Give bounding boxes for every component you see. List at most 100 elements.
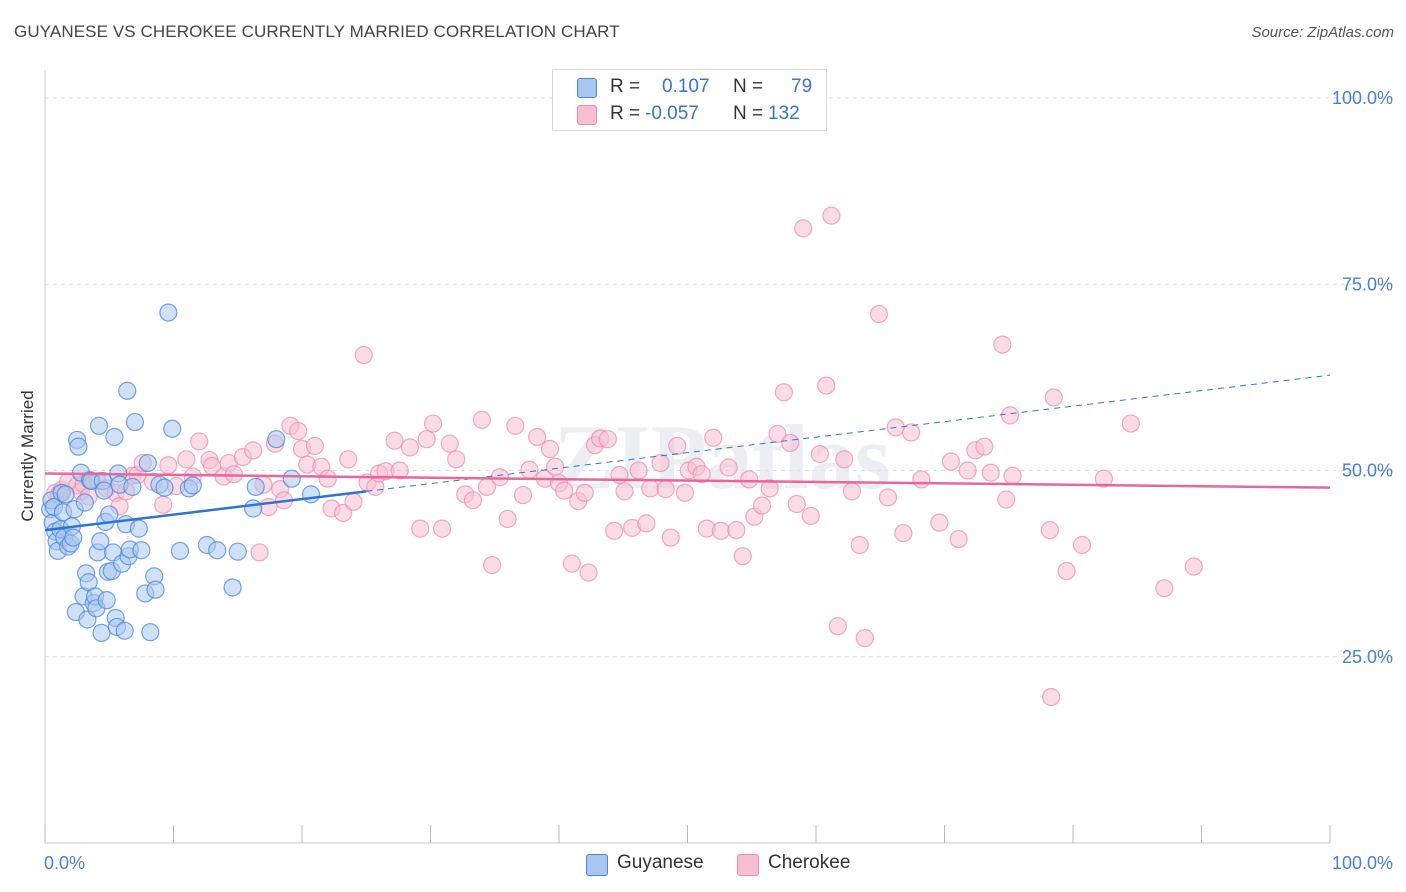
cherokee-point [390,461,409,480]
guyanese-point [75,493,94,512]
cherokee-point [154,495,173,514]
n-label: N = [733,103,764,124]
cherokee-point [692,465,711,484]
cherokee-point [432,519,452,538]
cherokee-point [411,519,430,538]
cherokee-point [651,453,670,473]
cherokee-point [641,479,660,498]
guyanese-point [132,541,151,560]
tick-labels: 25.0% 50.0% 75.0% 100.0% 0.0% 100.0% [44,88,1393,873]
cherokee-point [417,430,436,449]
cherokee-point [958,461,977,480]
cherokee-point [1044,388,1063,407]
guyanese-point [123,477,142,496]
guyanese-point [159,303,178,322]
guyanese-point [170,541,190,561]
cherokee-point [579,563,598,582]
guyanese-point [228,542,247,561]
cherokee-point [781,433,800,453]
cherokee-point [159,456,178,475]
cherokee-point [675,483,695,502]
cherokee-point [637,514,656,533]
cherokee-point [975,437,994,456]
cherokee-point [546,457,565,476]
cherokee-point [1072,535,1092,555]
cherokee-point [828,617,847,636]
cherokee-point [855,629,874,648]
guyanese-point [95,481,114,500]
cherokee-point [997,490,1016,509]
guyanese-point [64,528,83,547]
cherokee-point [727,520,746,540]
cherokee-point [760,479,779,498]
trend-lines [44,374,1331,532]
cherokee-point [575,483,594,502]
cherokee-point [385,431,404,450]
guyanese-point [146,580,165,599]
r-label: R = [610,76,641,97]
r-value: -0.057 [645,103,699,124]
guyanese-point [163,419,182,438]
cherokee-point [774,383,793,402]
guyanese-point [89,416,109,435]
cherokee-legend-swatch [737,854,759,876]
cherokee-point [894,523,913,543]
guyanese-point [129,519,148,538]
guyanese-point [282,469,301,488]
cherokee-point [598,430,617,449]
guyanese-point [155,478,174,497]
guyanese-point [125,412,145,432]
cherokee-point [190,432,209,451]
cherokee-point [719,458,738,477]
legend-label-guyanese: Guyanese [617,852,704,873]
cherokee-point [993,335,1012,354]
guyanese-point [138,453,157,473]
cherokee-point [555,481,574,500]
cherokee-point [1094,469,1113,488]
cherokee-point [981,463,1000,482]
cherokee-point [901,423,921,442]
cherokee-swatch [577,105,597,125]
cherokee-point [850,535,869,555]
cherokee-point [733,547,752,566]
cherokee-point [528,427,547,447]
cherokee-point [289,421,308,441]
chart-title: GUYANESE VS CHEROKEE CURRENTLY MARRIED C… [14,22,620,41]
cherokee-point [711,521,731,540]
cherokee-point [1000,406,1020,425]
y-tick-label: 75.0% [1342,274,1393,294]
guyanese-point [141,623,160,642]
cherokee-point [656,480,675,499]
guyanese-point [118,381,137,400]
guyanese-point [244,499,263,518]
guyanese-point [223,578,242,597]
y-tick-label: 100.0% [1332,88,1393,108]
cherokee-point [423,414,443,433]
cherokee-trend-line [44,472,1331,489]
r-label: R = [610,103,641,124]
cherokee-point [463,491,483,510]
cherokee-point [668,436,687,456]
cherokee-point [817,376,836,395]
n-value: 79 [791,76,813,97]
guyanese-trend-line [44,490,367,532]
cherokee-point [400,438,420,457]
cherokee-point [1042,687,1061,707]
chart-source: Source: ZipAtlas.com [1251,24,1394,41]
cherokee-point [822,206,841,225]
cherokee-point [334,503,353,523]
guyanese-point [183,476,202,495]
cherokee-point [447,450,466,469]
cherokee-point [949,529,968,549]
cherokee-point [941,452,961,471]
cherokee-point [344,492,363,511]
cherokee-point [520,460,539,479]
x-tick-label: 100.0% [1332,853,1393,873]
cherokee-point [540,439,560,458]
cherokee-point [506,416,525,435]
guyanese-swatch [577,78,597,98]
guyanese-point [91,532,110,551]
r-value: 0.107 [662,76,710,97]
legend-label-cherokee: Cherokee [768,852,851,873]
